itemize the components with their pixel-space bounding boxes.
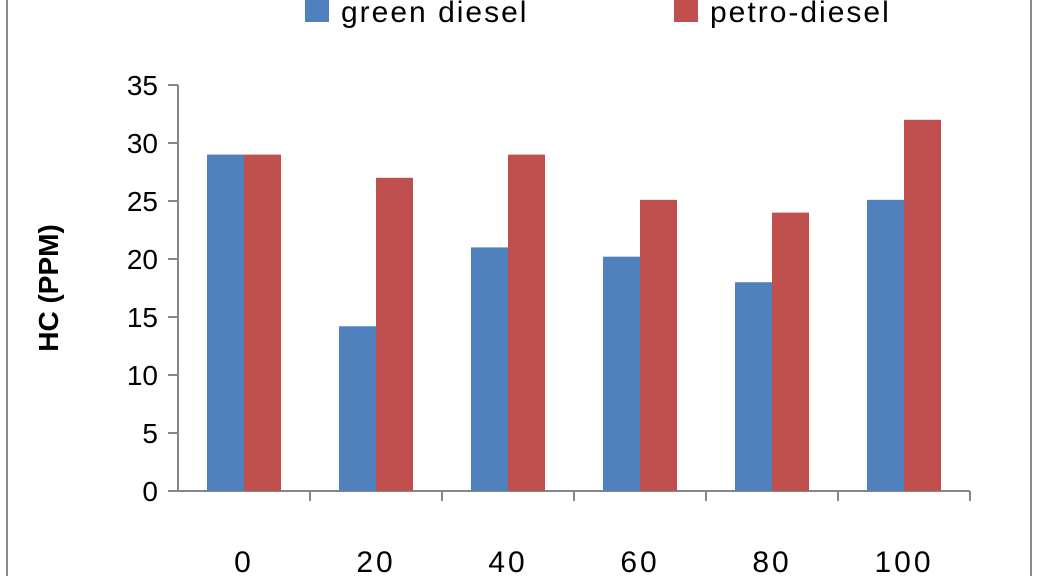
legend: green diesel petro-diesel xyxy=(305,0,891,29)
legend-swatch-petro-diesel xyxy=(674,0,698,22)
x-tick-label: 60 xyxy=(620,546,659,576)
bar-green-diesel-40 xyxy=(471,247,508,491)
y-tick-label: 25 xyxy=(127,186,158,217)
y-axis-title: HC (PPM) xyxy=(33,224,64,352)
y-tick-label: 0 xyxy=(142,476,158,507)
y-tick-label: 35 xyxy=(127,70,158,101)
legend-swatch-green-diesel xyxy=(305,0,329,22)
x-tick-label: 0 xyxy=(234,546,254,576)
bar-petro-diesel-80 xyxy=(772,212,809,491)
bar-petro-diesel-100 xyxy=(904,119,941,492)
bar-green-diesel-100 xyxy=(867,199,904,491)
legend-label-petro-diesel: petro-diesel xyxy=(710,0,891,29)
x-tick-label: 100 xyxy=(874,546,933,576)
legend-label-green-diesel: green diesel xyxy=(341,0,528,29)
y-tick-label: 10 xyxy=(127,360,158,391)
bar-petro-diesel-0 xyxy=(244,154,281,491)
bar-petro-diesel-60 xyxy=(640,199,677,491)
chart-border xyxy=(6,0,1032,581)
bar-petro-diesel-40 xyxy=(508,154,545,491)
y-tick-label: 5 xyxy=(142,418,158,449)
y-tick-label: 15 xyxy=(127,302,158,333)
x-tick-label: 40 xyxy=(488,546,527,576)
y-tick-label: 20 xyxy=(127,244,158,275)
x-tick-label: 80 xyxy=(752,546,791,576)
bar-green-diesel-80 xyxy=(735,282,772,491)
x-tick-label: 20 xyxy=(356,546,395,576)
bar-green-diesel-0 xyxy=(207,154,244,491)
axes xyxy=(168,84,971,501)
bar-green-diesel-20 xyxy=(339,326,376,491)
y-tick-label: 30 xyxy=(127,128,158,159)
bar-green-diesel-60 xyxy=(603,256,640,491)
tick-labels: 0 5 10 15 20 25 30 35 0 20 40 60 80 100 xyxy=(127,70,933,579)
bars xyxy=(207,119,941,492)
bar-petro-diesel-20 xyxy=(376,177,413,492)
